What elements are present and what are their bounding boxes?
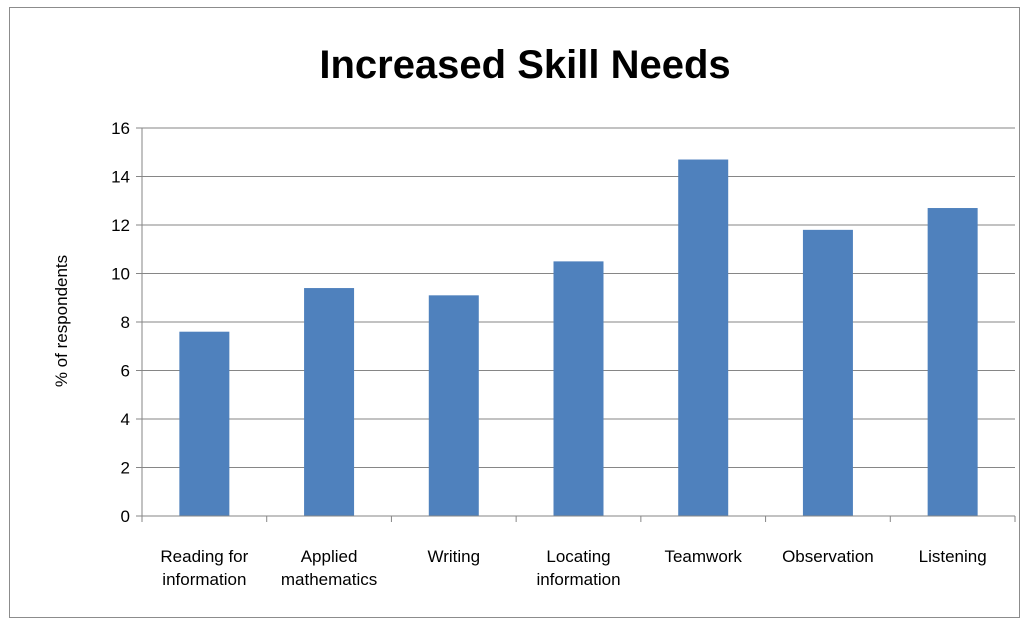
y-axis-label: % of respondents [52, 255, 71, 387]
x-tick-label: Locating information [536, 547, 620, 589]
y-tick-label: 2 [121, 459, 130, 478]
y-tick-label: 10 [111, 265, 130, 284]
bar [304, 288, 355, 516]
y-tick-label: 6 [121, 362, 130, 381]
y-tick-label: 4 [121, 410, 130, 429]
x-tick-label-line: information [162, 570, 246, 589]
bar [802, 229, 853, 516]
x-tick-label: Teamwork [664, 547, 742, 566]
y-tick-label: 0 [121, 507, 130, 526]
x-tick-label: Applied mathematics [281, 547, 377, 589]
chart-title: Increased Skill Needs [319, 43, 730, 87]
y-tick-label: 8 [121, 313, 130, 332]
bar [678, 159, 729, 516]
x-tick-label-line: Listening [919, 547, 987, 566]
x-tick-label-line: Locating [546, 547, 610, 566]
x-tick-label-line: information [536, 570, 620, 589]
axes [136, 127, 1016, 522]
x-tick-label-line: Writing [427, 547, 480, 566]
x-tick-label: Writing [427, 547, 480, 566]
x-tick-label-line: mathematics [281, 570, 377, 589]
tick-labels: 0 2 4 6 8 10 12 14 16 Reading for information Appli… [111, 119, 987, 589]
y-tick-label: 12 [111, 216, 130, 235]
x-tick-label: Listening [919, 547, 987, 566]
x-tick-label-line: Applied [301, 547, 358, 566]
y-tick-label: 14 [111, 168, 130, 187]
x-tick-label-line: Reading for [160, 547, 248, 566]
bar [428, 295, 479, 516]
x-tick-label-line: Teamwork [664, 547, 742, 566]
x-tick-label-line: Observation [782, 547, 874, 566]
x-tick-label: Reading for information [160, 547, 248, 589]
bars [179, 159, 978, 516]
bar [553, 261, 604, 516]
x-tick-label: Observation [782, 547, 874, 566]
bar [927, 208, 978, 516]
bar [179, 331, 230, 516]
y-tick-label: 16 [111, 119, 130, 138]
